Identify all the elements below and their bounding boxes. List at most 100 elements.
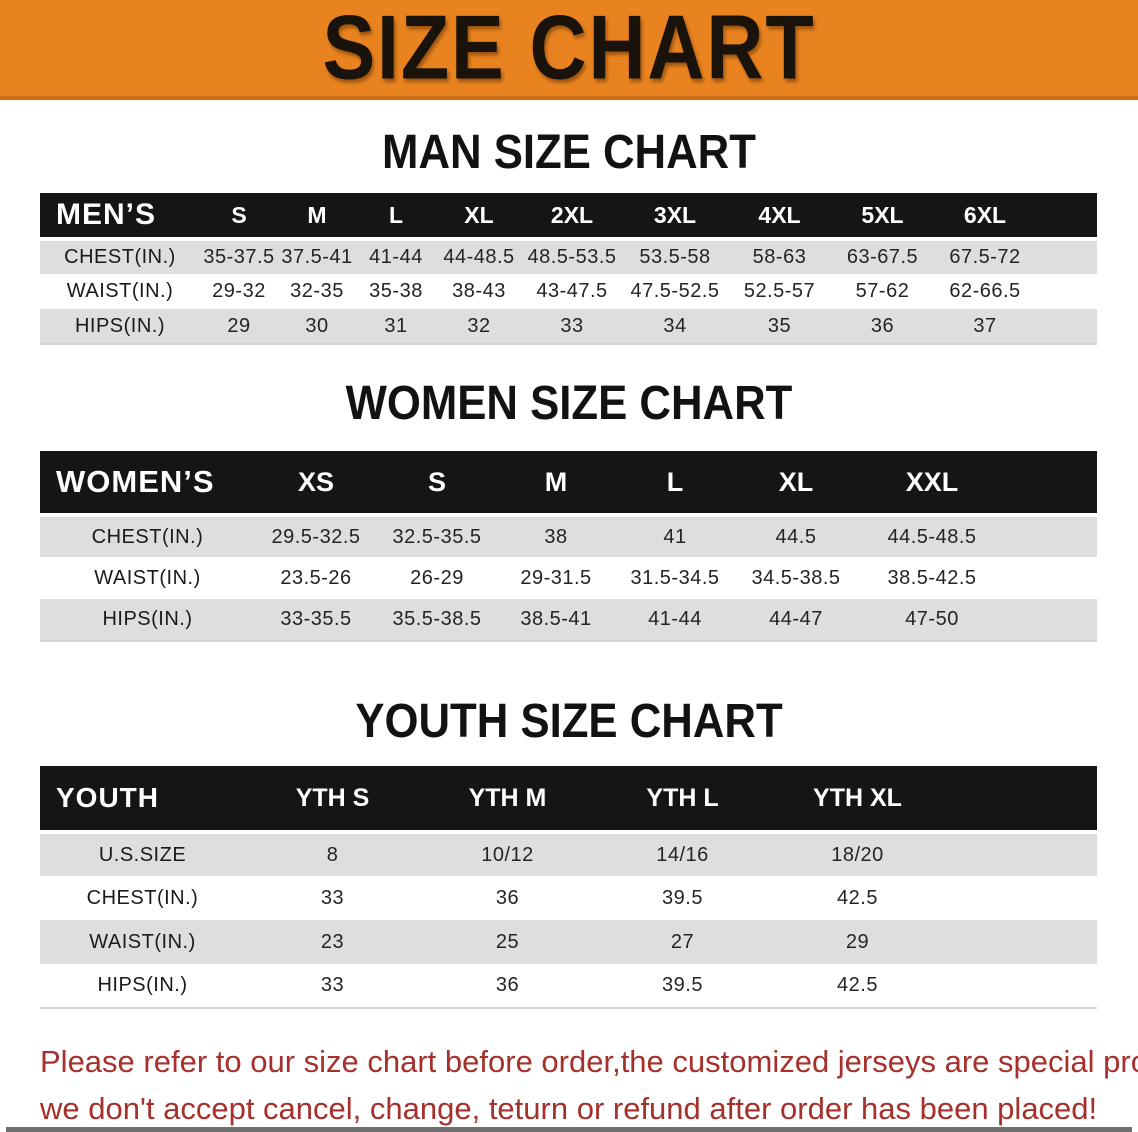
column-header: 2XL bbox=[522, 193, 622, 241]
size-cell: 44.5-48.5 bbox=[887, 525, 977, 548]
row-label: CHEST(IN.) bbox=[91, 525, 204, 548]
column-header: YTH L bbox=[595, 766, 770, 834]
row-label: CHEST(IN.) bbox=[86, 886, 199, 909]
size-cell: 36 bbox=[870, 314, 895, 337]
size-cell: 32.5-35.5 bbox=[392, 525, 482, 548]
table-row: CHEST(IN.) 29.5-32.5 32.5-35.5 38 41 44.5 44.5… bbox=[40, 515, 1097, 557]
column-header: YTH M bbox=[420, 766, 595, 834]
row-label: CHEST(IN.) bbox=[64, 246, 176, 268]
row-label: WAIST(IN.) bbox=[94, 566, 201, 589]
size-cell: 32-35 bbox=[290, 280, 344, 302]
size-cell: 41-44 bbox=[648, 608, 702, 630]
size-cell: 44-47 bbox=[769, 608, 823, 630]
size-cell: 26-29 bbox=[410, 566, 464, 589]
filler-cell bbox=[1036, 193, 1097, 241]
men-size-chart-section: MAN SIZE CHART MEN’S S M L XL 2XL 3XL 4XL 5XL 6XL C… bbox=[0, 125, 1138, 345]
filler-cell bbox=[1036, 309, 1097, 344]
column-header: 3XL bbox=[622, 193, 728, 241]
table-row: U.S.SIZE 8 10/12 14/16 18/20 bbox=[40, 832, 1097, 876]
banner-title: SIZE CHART bbox=[322, 0, 816, 99]
size-cell: 41 bbox=[663, 525, 687, 548]
table-row: WAIST(IN.) 23 25 27 29 bbox=[40, 920, 1097, 964]
size-cell: 36 bbox=[495, 886, 520, 909]
column-header: XS bbox=[255, 451, 377, 517]
size-cell: 35 bbox=[767, 314, 792, 337]
filler-cell bbox=[945, 964, 1097, 1008]
size-cell: 35-38 bbox=[369, 280, 423, 302]
table-header-row: MEN’S S M L XL 2XL 3XL 4XL 5XL 6XL bbox=[40, 193, 1097, 241]
table-row: HIPS(IN.) 29 30 31 32 33 34 35 36 37 bbox=[40, 309, 1097, 344]
filler-cell bbox=[1007, 599, 1097, 641]
column-header: 6XL bbox=[934, 193, 1036, 241]
size-cell: 42.5 bbox=[837, 886, 878, 909]
disclaimer-line1: Please refer to our size chart before or… bbox=[40, 1044, 1138, 1079]
column-header: M bbox=[278, 193, 356, 241]
banner: SIZE CHART bbox=[0, 0, 1138, 100]
table-row: WAIST(IN.) 23.5-26 26-29 29-31.5 31.5-34.5 34… bbox=[40, 557, 1097, 599]
size-cell: 58-63 bbox=[752, 246, 807, 268]
size-cell: 38.5-41 bbox=[520, 608, 592, 630]
filler-cell bbox=[1007, 515, 1097, 557]
row-label: HIPS(IN.) bbox=[102, 608, 193, 630]
column-header: L bbox=[356, 193, 436, 241]
size-cell: 33-35.5 bbox=[280, 608, 352, 630]
size-cell: 18/20 bbox=[831, 843, 884, 866]
column-header: M bbox=[497, 451, 615, 517]
size-cell: 33 bbox=[320, 886, 345, 909]
filler-cell bbox=[945, 766, 1097, 834]
column-header: 4XL bbox=[728, 193, 831, 241]
size-cell: 38 bbox=[544, 525, 568, 548]
filler-cell bbox=[945, 920, 1097, 964]
disclaimer-line2: we don't accept cancel, change, teturn o… bbox=[40, 1091, 1098, 1126]
size-cell: 37 bbox=[973, 314, 997, 337]
row-label: HIPS(IN.) bbox=[74, 314, 166, 337]
size-cell: 33 bbox=[320, 974, 345, 996]
table-row: CHEST(IN.) 33 36 39.5 42.5 bbox=[40, 876, 1097, 920]
column-header: S bbox=[200, 193, 278, 241]
filler-cell bbox=[1007, 557, 1097, 599]
youth-size-chart-section: YOUTH SIZE CHART YOUTH YTH S YTH M YTH L YTH … bbox=[0, 692, 1138, 1009]
column-header: YTH XL bbox=[770, 766, 945, 834]
section-title: YOUTH SIZE CHART bbox=[355, 692, 783, 748]
size-cell: 38-43 bbox=[452, 280, 506, 302]
size-cell: 25 bbox=[495, 930, 520, 953]
size-cell: 35-37.5 bbox=[203, 246, 275, 268]
filler-cell bbox=[945, 876, 1097, 920]
size-cell: 29 bbox=[845, 930, 870, 953]
column-header: 5XL bbox=[831, 193, 934, 241]
size-cell: 31 bbox=[384, 314, 408, 337]
size-cell: 14/16 bbox=[656, 843, 709, 866]
table-header-row: YOUTH YTH S YTH M YTH L YTH XL bbox=[40, 766, 1097, 834]
size-cell: 8 bbox=[326, 843, 339, 866]
column-header: S bbox=[377, 451, 497, 517]
table-corner-label: MEN’S bbox=[40, 193, 200, 241]
column-header: XXL bbox=[857, 451, 1007, 517]
size-cell: 29 bbox=[227, 314, 251, 337]
table-row: CHEST(IN.) 35-37.5 37.5-41 41-44 44-48.5 48.5… bbox=[40, 239, 1097, 274]
size-cell: 32 bbox=[467, 314, 491, 337]
size-cell: 29-31.5 bbox=[520, 566, 592, 589]
size-cell: 38.5-42.5 bbox=[887, 566, 977, 589]
table-row: WAIST(IN.) 29-32 32-35 35-38 38-43 43-47.5 47.… bbox=[40, 274, 1097, 309]
row-label: WAIST(IN.) bbox=[89, 930, 196, 953]
size-cell: 47-50 bbox=[905, 608, 959, 630]
table-row: HIPS(IN.) 33 36 39.5 42.5 bbox=[40, 964, 1097, 1008]
size-cell: 63-67.5 bbox=[846, 246, 919, 268]
size-cell: 62-66.5 bbox=[949, 280, 1021, 302]
bottom-edge-strip bbox=[6, 1127, 1132, 1132]
size-cell: 42.5 bbox=[837, 974, 878, 996]
size-cell: 23 bbox=[320, 930, 345, 953]
row-label: WAIST(IN.) bbox=[66, 280, 174, 302]
row-label: U.S.SIZE bbox=[98, 843, 187, 866]
filler-cell bbox=[1036, 239, 1097, 274]
size-cell: 34 bbox=[663, 314, 687, 337]
size-table: MEN’S S M L XL 2XL 3XL 4XL 5XL 6XL CHEST(IN.) 35-37… bbox=[40, 193, 1097, 345]
women-size-chart-section: WOMEN SIZE CHART WOMEN’S XS S M L XL XXL CHEST(I… bbox=[0, 376, 1138, 642]
column-header: L bbox=[615, 451, 735, 517]
size-cell: 30 bbox=[305, 314, 329, 337]
size-cell: 29.5-32.5 bbox=[271, 525, 361, 548]
column-header: YTH S bbox=[245, 766, 420, 834]
size-table: YOUTH YTH S YTH M YTH L YTH XL U.S.SIZE 8 10/12… bbox=[40, 766, 1097, 1009]
size-cell: 47.5-52.5 bbox=[630, 280, 720, 302]
